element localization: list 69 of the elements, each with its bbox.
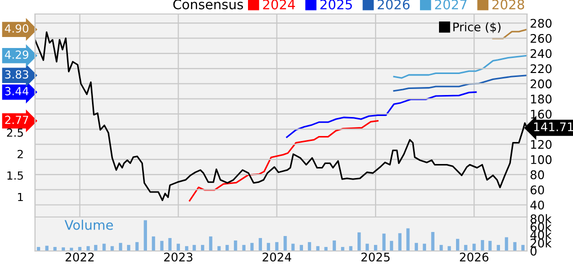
y2-tick-label: 260 [530,34,552,43]
bar [332,240,336,251]
y2-tick-label: 100 [531,155,552,164]
bar [127,244,130,251]
bar [86,246,90,251]
bar [440,244,443,251]
y-tick-label: 40k [530,230,552,240]
x-tick-label: 2022 [66,252,94,262]
bar [448,246,451,251]
bar [349,246,352,251]
bar [513,242,516,251]
y-tick-label: 20k [530,238,552,248]
bar [504,237,508,251]
y2-tick-label: 180 [531,94,552,104]
y2-tick-label: 280 [530,18,552,28]
line-series [393,74,527,92]
x-tick-label: 2024 [262,252,292,262]
text: 141.71 [534,122,573,132]
bar [341,246,344,251]
line-series [188,120,379,202]
y2-tick-label: 80 [530,170,544,180]
y2-tick-label: 40 [530,200,544,210]
y2-tick-label: 120 [531,140,552,149]
x-tick-label: 2025 [361,252,390,262]
bar [366,244,369,251]
bar [316,246,320,251]
x-tick-label: 2026 [460,252,488,262]
bar [160,240,164,251]
y2-tick-label: 220 [530,64,552,74]
bar [110,246,114,251]
y-tick-label: 1 [18,192,23,202]
text: 3.83 [5,70,28,79]
text: 4.29 [4,50,28,59]
x-tick-label: 2023 [164,252,192,262]
bar [275,242,278,251]
bar [176,244,180,251]
bar [144,220,147,251]
bar [398,233,402,251]
line-series [393,54,527,79]
legend-label: Price ($) [453,22,500,33]
bar [192,244,196,251]
bar [431,232,434,251]
text: 2.77 [5,116,28,124]
y-tick-label: 0 [530,246,537,256]
bar [382,234,386,251]
y-tick-label: 80k [530,214,552,224]
bar [456,238,460,251]
y2-tick-label: 60 [530,185,544,194]
line-series [286,91,477,138]
bar [258,238,262,251]
chart-title: Volume [64,220,113,230]
bar [78,246,82,251]
bar [406,228,410,251]
y-tick-label: 2.5 [7,128,23,137]
bar [464,244,468,251]
y2-tick-label: 240 [530,49,552,58]
bar [185,246,188,251]
bar [209,236,212,251]
bar [358,232,361,251]
y-tick-label: 2 [18,150,23,158]
y2-tick-label: 160 [531,110,552,119]
bar [284,236,287,251]
y2-tick-label: 200 [530,79,552,88]
bar [226,244,229,251]
text: 4.90 [4,24,28,33]
bar [414,242,418,251]
bar [94,244,98,251]
y-tick-label: 1.5 [7,171,23,180]
text: 3.44 [5,86,28,96]
